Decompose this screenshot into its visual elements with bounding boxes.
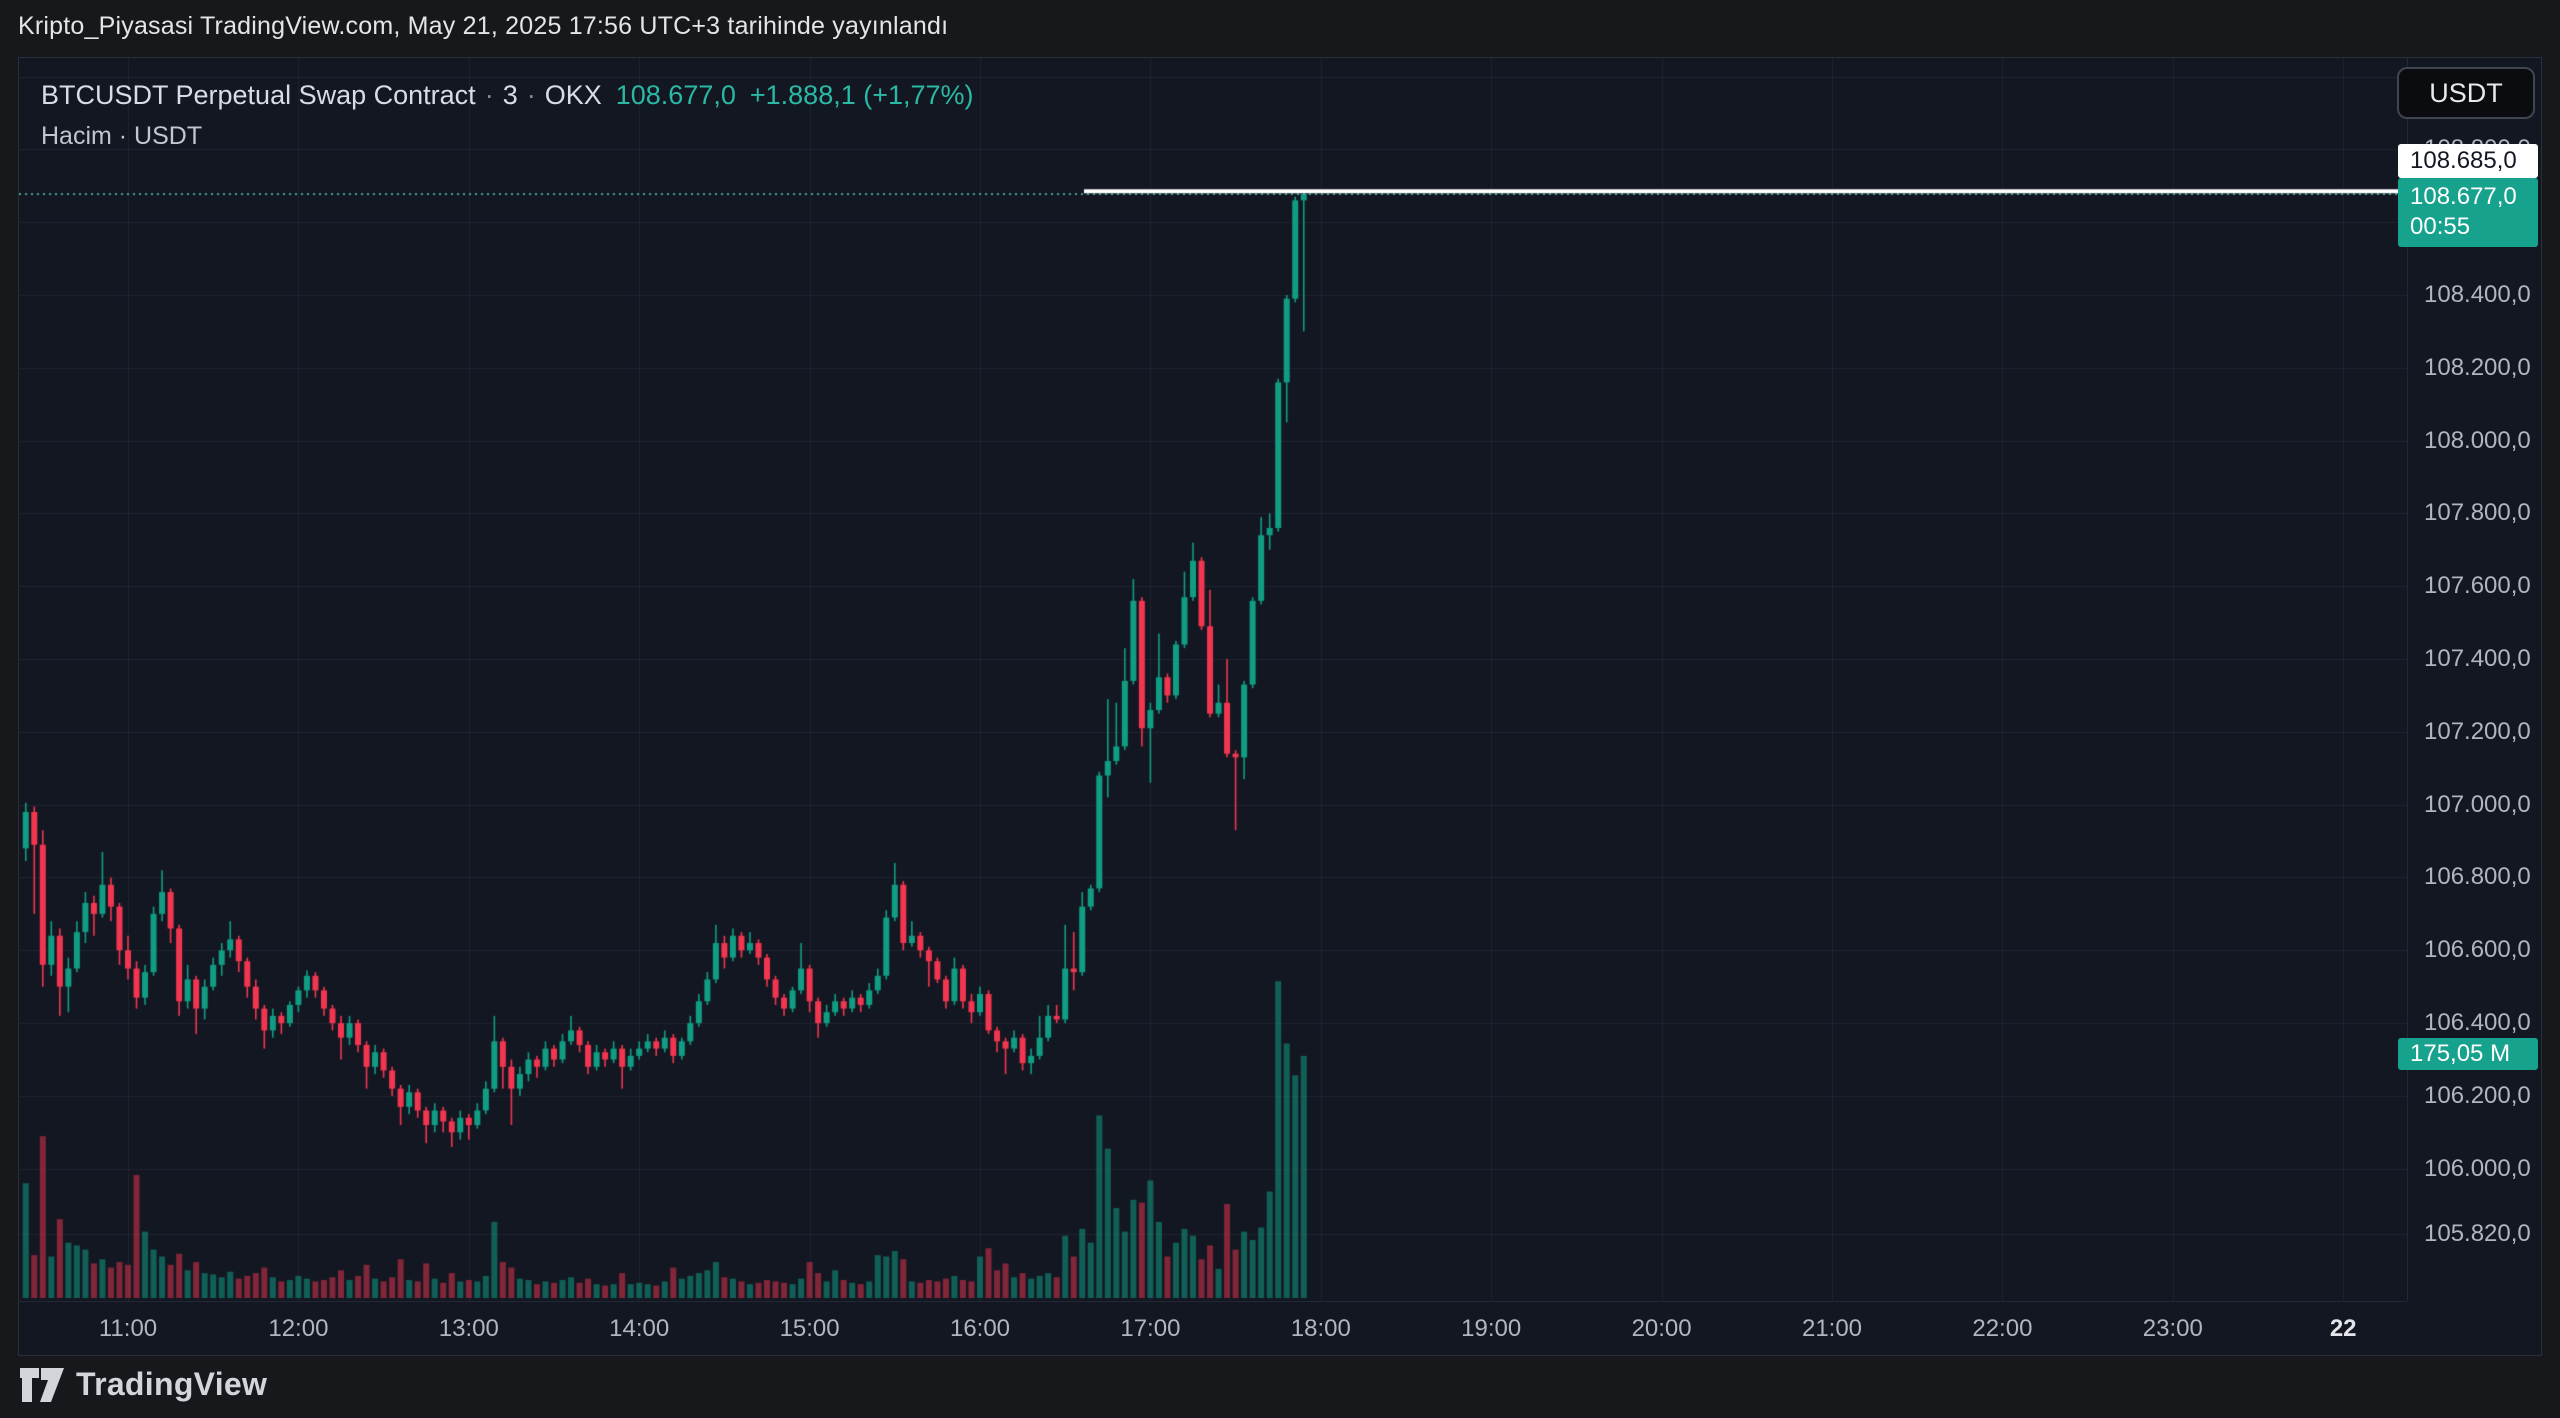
y-axis-label: 108.400,0: [2424, 281, 2531, 308]
y-axis-label: 107.600,0: [2424, 572, 2531, 600]
y-axis-label: 107.000,0: [2424, 790, 2531, 818]
x-axis-label: 21:00: [1801, 1315, 1863, 1342]
legend-last-price: 108.677,0: [615, 80, 736, 110]
y-axis-label: 107.800,0: [2424, 499, 2531, 527]
legend-symbol-row: BTCUSDT Perpetual Swap Contract · 3 · OKX 108…: [41, 80, 974, 111]
x-axis-label: 11:00: [98, 1315, 158, 1342]
y-axis-label: 107.200,0: [2424, 717, 2531, 745]
candlestick-chart[interactable]: [19, 58, 2407, 1301]
y-axis-label: 108.200,0: [2424, 353, 2531, 381]
currency-toggle-button[interactable]: USDT: [2397, 67, 2535, 119]
y-axis-label: 106.200,0: [2424, 1081, 2531, 1109]
y-axis-label: 106.800,0: [2424, 863, 2531, 891]
x-axis-label: 14:00: [609, 1315, 670, 1342]
bar-countdown: 00:55: [2410, 213, 2471, 240]
x-axis-label: 20:00: [1631, 1315, 1692, 1342]
x-axis-label: 13:00: [438, 1315, 499, 1342]
y-axis-label: 106.000,0: [2424, 1154, 2531, 1182]
y-axis-label: 105.820,0: [2424, 1220, 2531, 1248]
legend-indicator-row: Hacim · USDT: [41, 122, 203, 150]
tradingview-wordmark: TradingView: [76, 1366, 268, 1402]
x-axis-label: 22: [2329, 1315, 2357, 1342]
last-price-badge: 108.677,0 00:55: [2398, 178, 2538, 247]
volume-badge: 175,05 M: [2398, 1038, 2538, 1070]
last-price-value: 108.677,0: [2410, 183, 2517, 210]
price-axis[interactable]: 108.685,0 108.677,0 00:55 175,05 M 109.0…: [2398, 58, 2543, 1301]
exchange-label: OKX: [544, 80, 602, 110]
dot-separator: ·: [484, 80, 494, 110]
y-axis-label: 107.400,0: [2424, 645, 2531, 673]
chart-panel: BTCUSDT Perpetual Swap Contract · 3 · OKX 108…: [18, 57, 2542, 1356]
x-axis-label: 19:00: [1461, 1315, 1522, 1342]
dot-separator: ·: [526, 80, 536, 110]
chart-legend: BTCUSDT Perpetual Swap Contract · 3 · OKX 108…: [41, 80, 974, 151]
y-axis-label: 106.600,0: [2424, 936, 2531, 964]
white-line-price-label: 108.685,0: [2398, 144, 2538, 178]
interval-label: 3: [502, 80, 518, 110]
tradingview-footer: TradingView: [20, 1366, 267, 1403]
x-axis-label: 17:00: [1120, 1315, 1181, 1342]
x-axis-label: 15:00: [779, 1315, 840, 1342]
y-axis-label: 108.000,0: [2424, 426, 2531, 454]
x-axis-label: 22:00: [1972, 1315, 2033, 1342]
time-axis[interactable]: 11:00 12:00 13:00 14:00 15:00 16:00 17:00 18:00…: [19, 1301, 2407, 1357]
tradingview-logo-icon: [20, 1367, 64, 1402]
published-header: Kripto_Piyasasi TradingView.com, May 21,…: [18, 12, 949, 40]
legend-change: +1.888,1 (+1,77%): [749, 80, 974, 110]
y-axis-label: 106.400,0: [2424, 1009, 2531, 1037]
x-axis-label: 12:00: [268, 1315, 329, 1342]
x-axis-label: 16:00: [949, 1315, 1011, 1342]
x-axis-label: 18:00: [1290, 1315, 1351, 1342]
symbol-title: BTCUSDT Perpetual Swap Contract: [41, 80, 476, 110]
x-axis-label: 23:00: [2142, 1315, 2203, 1342]
